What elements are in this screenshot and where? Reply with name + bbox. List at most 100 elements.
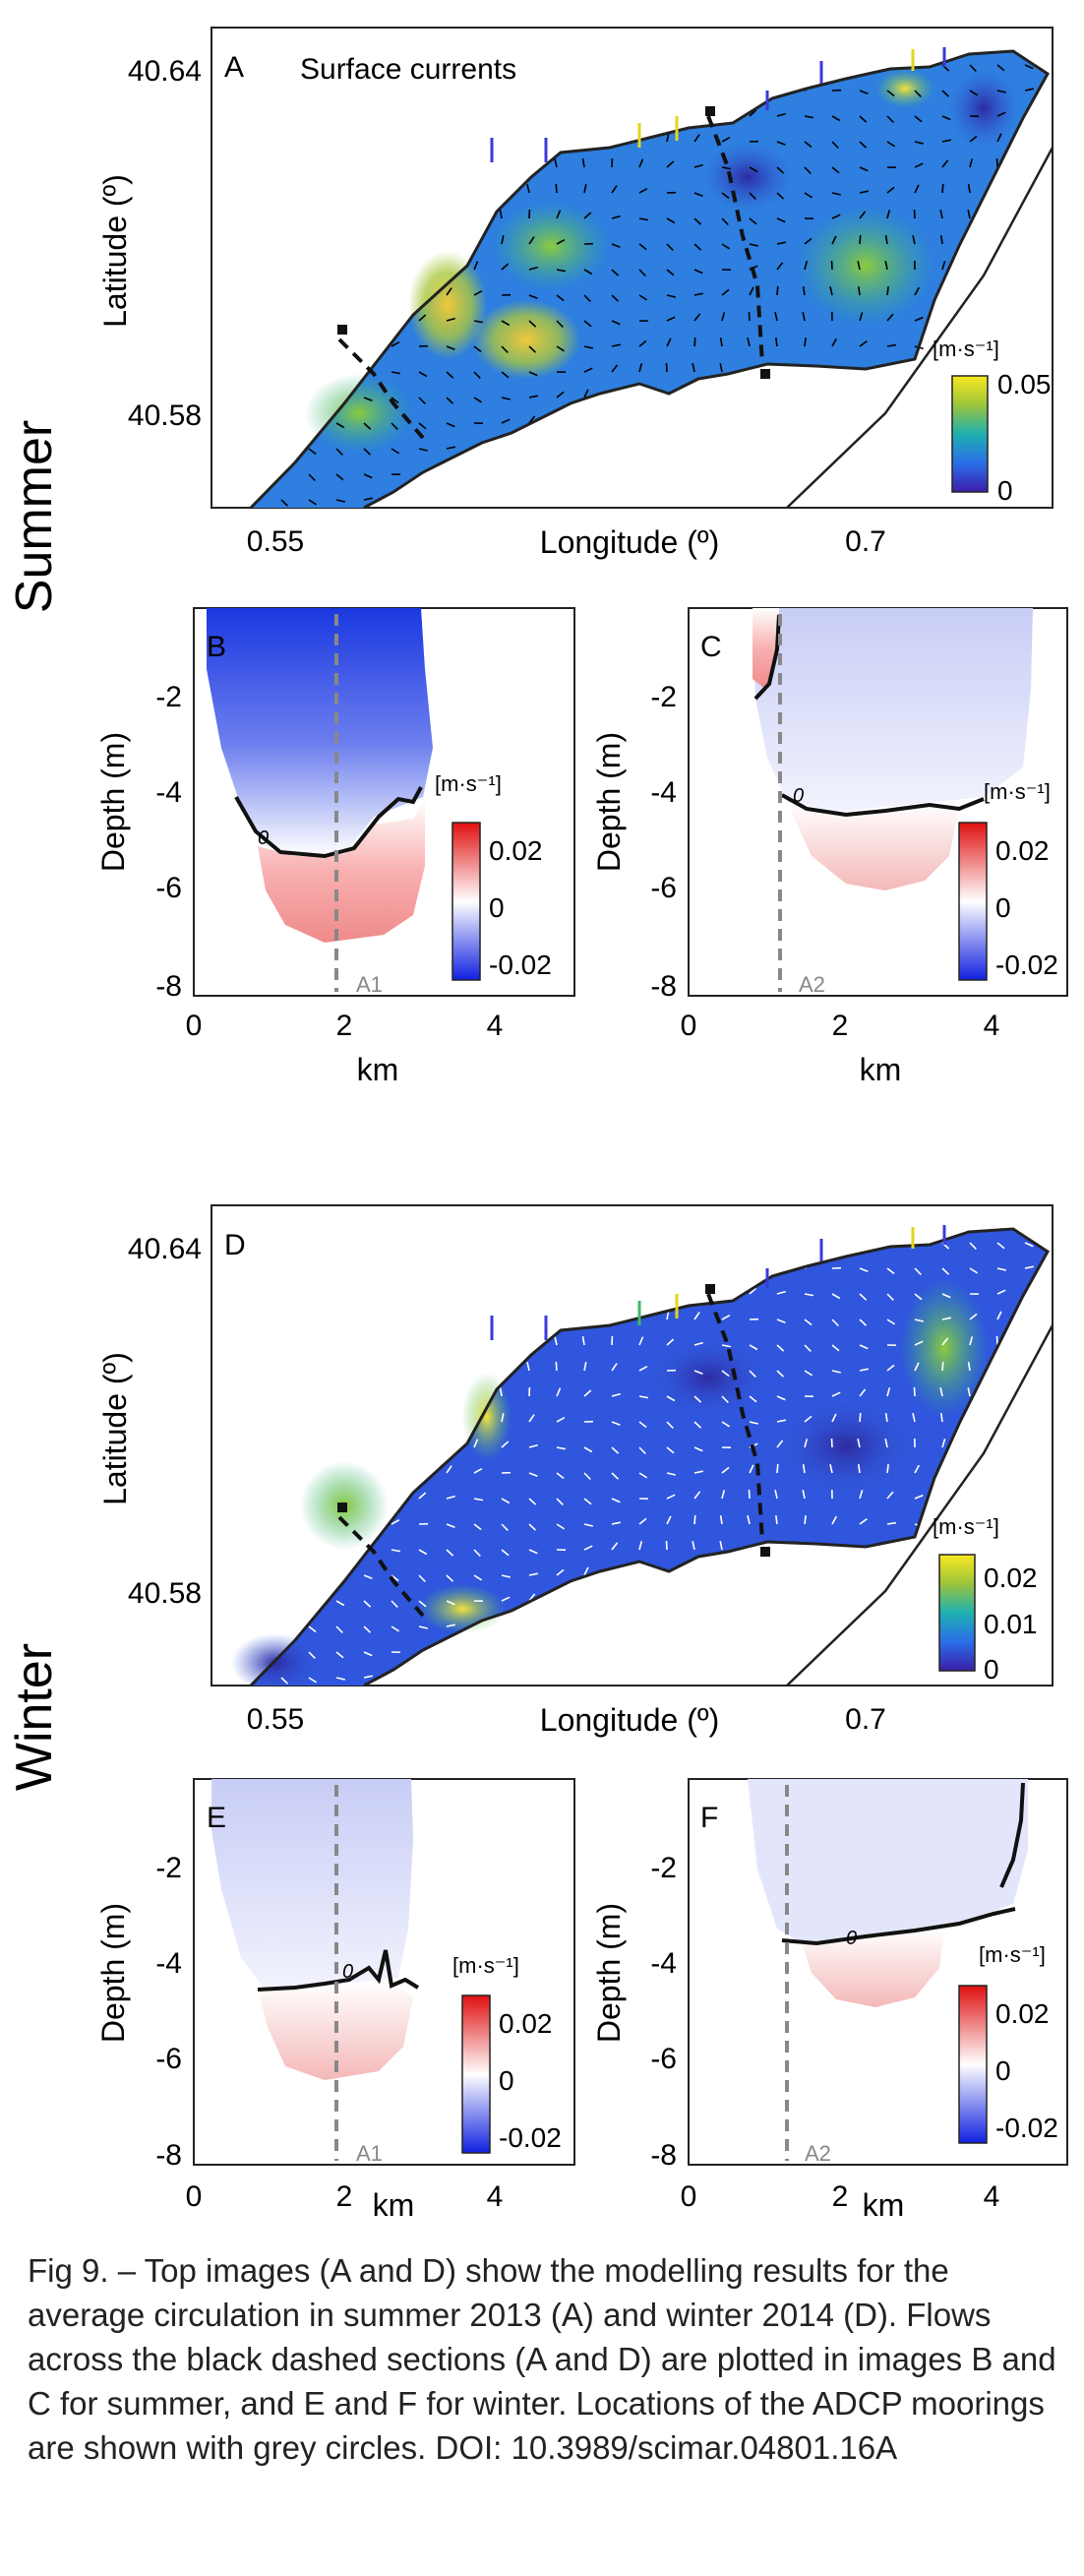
current-vector-arrow xyxy=(501,1549,510,1557)
current-vector-arrow xyxy=(554,158,558,168)
section-c-y-tick: -2 xyxy=(650,681,677,713)
current-vector-arrow xyxy=(912,235,916,245)
current-vector-arrow xyxy=(940,234,943,245)
current-vector-arrow xyxy=(859,1319,868,1326)
map-a-lon-tick: 0.7 xyxy=(845,525,886,558)
current-vector-arrow xyxy=(774,1490,778,1500)
current-vector-arrow xyxy=(666,337,672,347)
current-vector-arrow xyxy=(473,1467,483,1474)
current-vector-arrow xyxy=(884,261,888,271)
current-vector-arrow xyxy=(886,1387,891,1397)
map-a-lat-tick: 40.58 xyxy=(128,399,202,432)
map-d-section-line xyxy=(337,1515,425,1618)
current-vector-arrow xyxy=(749,166,758,173)
current-vector-arrow xyxy=(914,1319,924,1322)
current-vector-arrow xyxy=(776,1463,779,1474)
current-vector-arrow xyxy=(638,1395,649,1399)
current-vector-arrow xyxy=(831,1515,838,1525)
current-vector-arrow xyxy=(859,190,869,194)
current-vector-arrow xyxy=(583,1545,593,1551)
current-vector-arrow xyxy=(886,1364,895,1372)
current-vector-arrow xyxy=(967,1361,971,1372)
current-vector-arrow xyxy=(363,497,373,501)
current-vector-arrow xyxy=(721,1466,730,1474)
section-e-negative-region xyxy=(211,1779,413,1990)
current-vector-arrow xyxy=(719,363,723,373)
current-vector-arrow xyxy=(912,1413,916,1423)
map-a-hotspot xyxy=(472,300,580,379)
current-vector-arrow xyxy=(446,1600,455,1606)
current-vector-arrow xyxy=(802,1490,806,1500)
section-f-zero-contour xyxy=(781,1907,1016,1946)
section-b-negative-region xyxy=(207,608,433,856)
current-vector-arrow xyxy=(308,448,317,456)
current-vector-arrow xyxy=(335,422,345,429)
section-f-x-tick: 4 xyxy=(984,2180,1000,2213)
current-vector-arrow xyxy=(749,1464,754,1474)
section-b-x-tick: 0 xyxy=(186,1010,203,1042)
current-vector-arrow xyxy=(941,1337,949,1346)
current-vector-arrow xyxy=(721,1370,730,1378)
current-vector-arrow xyxy=(446,371,454,379)
current-vector-arrow xyxy=(583,294,591,302)
current-vector-arrow xyxy=(665,362,668,373)
current-vector-arrow xyxy=(831,115,841,122)
section-f-colorbar-unit: [m·s⁻¹] xyxy=(979,1942,1046,1967)
section-e-colorbar-unit: [m·s⁻¹] xyxy=(452,1953,519,1978)
current-vector-arrow xyxy=(528,236,535,245)
current-vector-arrow xyxy=(693,217,702,225)
section-f-y-tick: -8 xyxy=(650,2139,677,2172)
section-e-y-tick: -8 xyxy=(155,2139,182,2172)
current-vector-arrow xyxy=(941,1267,950,1275)
map-a-hotspot xyxy=(492,202,610,290)
current-vector-arrow xyxy=(747,1515,751,1525)
current-vector-arrow xyxy=(446,446,455,450)
current-vector-arrow xyxy=(583,269,593,276)
current-vector-arrow xyxy=(859,1490,864,1500)
current-vector-arrow xyxy=(418,448,428,452)
current-vector-arrow xyxy=(749,109,757,117)
current-vector-arrow xyxy=(831,1319,839,1326)
current-vector-arrow xyxy=(886,115,894,123)
current-vector-arrow xyxy=(363,448,372,456)
section-f-zero-label: 0 xyxy=(846,1928,857,1949)
current-vector-arrow xyxy=(638,1336,644,1346)
current-vector-arrow xyxy=(721,1314,731,1320)
current-vector-arrow xyxy=(774,312,778,322)
current-vector-arrow xyxy=(914,1293,923,1301)
map-a-colorbar-bar xyxy=(951,375,989,493)
current-vector-arrow xyxy=(693,1395,702,1403)
section-c-colorbar-tick: 0 xyxy=(995,892,1011,923)
current-vector-arrow xyxy=(528,371,538,377)
current-vector-arrow xyxy=(886,210,891,219)
current-vector-arrow xyxy=(473,289,483,296)
current-vector-arrow xyxy=(446,1465,452,1474)
current-vector-arrow xyxy=(418,1574,426,1582)
section-e-colorbar-bar xyxy=(461,1994,491,2154)
current-vector-arrow xyxy=(501,1596,511,1602)
current-vector-arrow xyxy=(473,1549,481,1557)
map-d-hotspot xyxy=(649,1338,767,1417)
current-vector-arrow xyxy=(665,1540,668,1551)
current-vector-arrow xyxy=(941,261,946,271)
current-vector-arrow xyxy=(418,314,427,322)
section-b-xlabel: km xyxy=(357,1052,399,1087)
current-vector-arrow xyxy=(859,340,868,347)
section-b-colorbar-tick: -0.02 xyxy=(489,950,552,980)
current-vector-arrow xyxy=(969,135,978,143)
current-vector-arrow xyxy=(666,316,676,322)
current-vector-arrow xyxy=(501,418,511,424)
map-panel-d: D 40.64 40.58 0.55 0.7 Longitude (º) Lat… xyxy=(97,1204,1054,1738)
current-vector-arrow xyxy=(969,90,979,96)
section-f-y-tick: -4 xyxy=(650,1947,677,1980)
current-vector-arrow xyxy=(556,1523,566,1530)
current-vector-arrow xyxy=(693,1446,703,1452)
current-vector-arrow xyxy=(556,1387,562,1397)
current-vector-arrow xyxy=(914,1494,924,1500)
current-vector-arrow xyxy=(583,1498,592,1505)
current-vector-arrow xyxy=(556,345,566,352)
current-vector-arrow xyxy=(886,1491,894,1500)
map-d-hotspot xyxy=(900,1279,989,1417)
map-d-colorbar: [m·s⁻¹] 0.02 0.01 0 xyxy=(933,1514,1038,1685)
current-vector-arrow xyxy=(914,1362,920,1372)
